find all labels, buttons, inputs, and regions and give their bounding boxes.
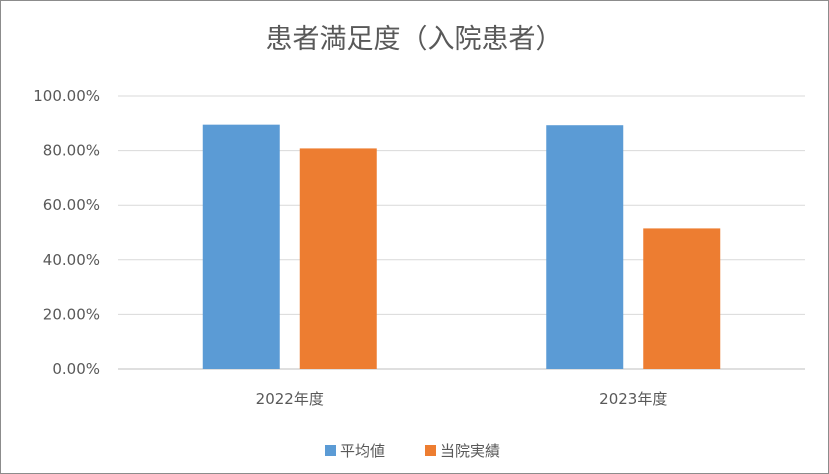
y-tick-label: 60.00%: [43, 196, 100, 214]
y-tick-label: 100.00%: [33, 87, 100, 105]
legend: 平均値 当院実績: [325, 442, 500, 460]
y-tick-label: 0.00%: [52, 360, 100, 378]
bar-2-2: [643, 228, 721, 369]
chart-title: 患者満足度（入院患者）: [266, 24, 563, 55]
legend-swatch: [425, 445, 436, 456]
y-tick-label: 80.00%: [43, 142, 100, 160]
y-tick-label: 20.00%: [43, 305, 100, 323]
legend-label: 当院実績: [440, 442, 500, 460]
x-axis-categories: 2022年度 2023年度: [256, 390, 668, 408]
y-axis-ticks: 0.00% 20.00% 40.00% 60.00% 80.00% 100.00%: [33, 87, 100, 378]
y-tick-label: 40.00%: [43, 251, 100, 269]
x-category-label: 2022年度: [256, 390, 324, 408]
bar-1-1: [202, 124, 280, 369]
x-category-label: 2023年度: [599, 390, 667, 408]
bars: [202, 124, 721, 369]
legend-label: 平均値: [340, 442, 385, 460]
bar-1-2: [546, 125, 624, 369]
legend-swatch: [325, 445, 336, 456]
bar-2-1: [299, 148, 377, 369]
